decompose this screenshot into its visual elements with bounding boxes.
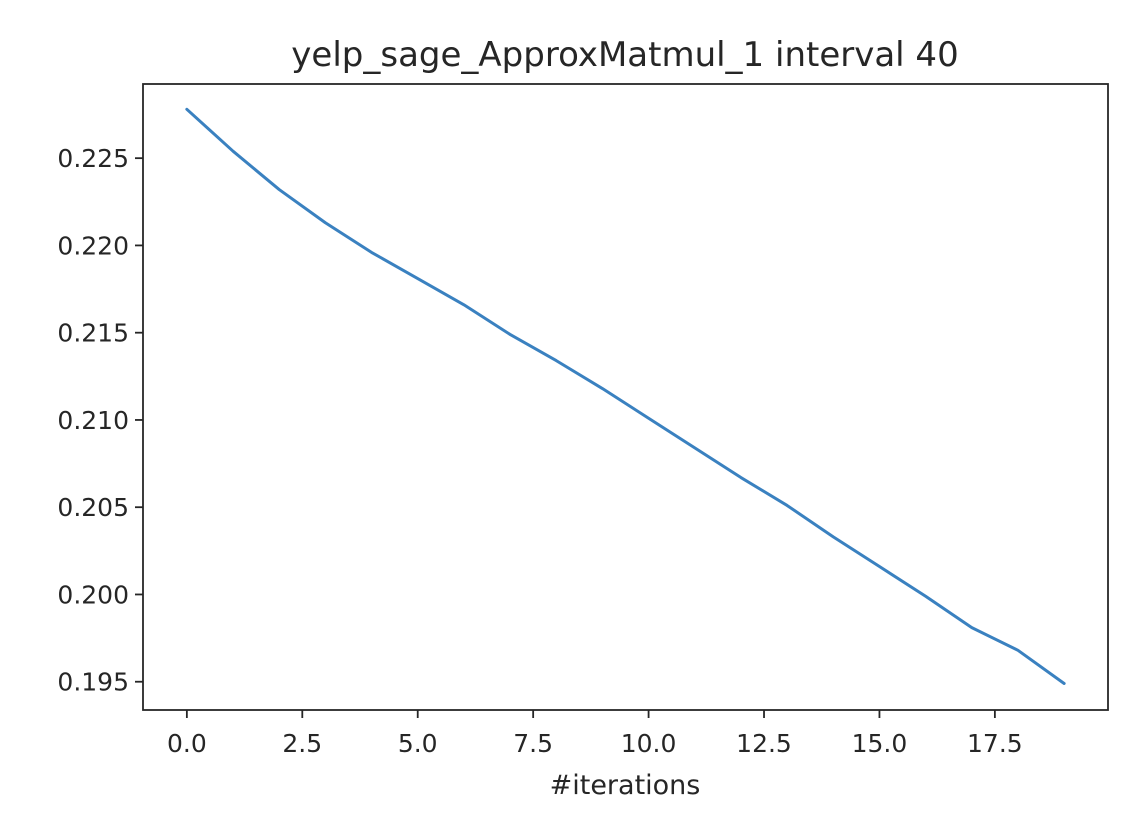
x-tick-label: 15.0 [852, 729, 908, 758]
x-tick-label: 7.5 [513, 729, 553, 758]
x-tick-label: 2.5 [282, 729, 322, 758]
y-tick-label: 0.210 [57, 406, 129, 435]
x-axis: 0.0 2.5 5.0 7.5 10.0 12.5 15.0 17.5 [167, 710, 1023, 758]
y-tick-label: 0.200 [57, 580, 129, 609]
y-tick-label: 0.220 [57, 231, 129, 260]
chart-title: yelp_sage_ApproxMatmul_1 interval 40 [291, 35, 958, 75]
x-axis-label: #iterations [550, 770, 701, 801]
y-tick-label: 0.225 [57, 144, 129, 173]
y-tick-label: 0.195 [57, 668, 129, 697]
x-tick-label: 12.5 [736, 729, 792, 758]
y-tick-label: 0.215 [57, 319, 129, 348]
x-tick-label: 10.0 [621, 729, 677, 758]
plot-area-frame [142, 83, 1109, 711]
y-tick-label: 0.205 [57, 493, 129, 522]
x-tick-label: 5.0 [398, 729, 438, 758]
y-axis: 0.195 0.200 0.205 0.210 0.215 0.220 0.225 [57, 144, 143, 697]
series-line [185, 107, 1066, 685]
x-tick-label: 17.5 [967, 729, 1023, 758]
series-layer [185, 107, 1066, 685]
x-tick-label: 0.0 [167, 729, 207, 758]
